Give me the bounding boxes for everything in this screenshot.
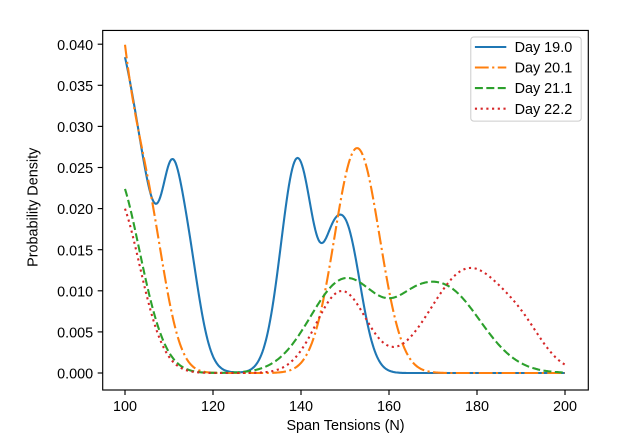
svg-text:100: 100 [113,399,137,415]
svg-text:0.005: 0.005 [57,326,93,342]
svg-text:Day 20.1: Day 20.1 [515,61,573,77]
svg-text:0.035: 0.035 [57,79,93,95]
svg-text:160: 160 [377,399,401,415]
svg-text:0.015: 0.015 [57,243,93,259]
svg-text:Day 19.0: Day 19.0 [515,40,573,56]
svg-text:140: 140 [289,399,313,415]
svg-text:180: 180 [465,399,489,415]
svg-text:Day 22.2: Day 22.2 [515,102,573,118]
svg-text:Day 21.1: Day 21.1 [515,81,573,97]
svg-text:200: 200 [553,399,577,415]
svg-text:Span Tensions (N): Span Tensions (N) [286,418,404,434]
svg-text:0.040: 0.040 [57,38,93,54]
svg-text:0.025: 0.025 [57,161,93,177]
svg-text:0.030: 0.030 [57,120,93,136]
svg-text:0.000: 0.000 [57,367,93,383]
svg-text:0.010: 0.010 [57,284,93,300]
svg-text:120: 120 [201,399,225,415]
svg-text:Probability Density: Probability Density [26,147,42,267]
svg-text:0.020: 0.020 [57,202,93,218]
